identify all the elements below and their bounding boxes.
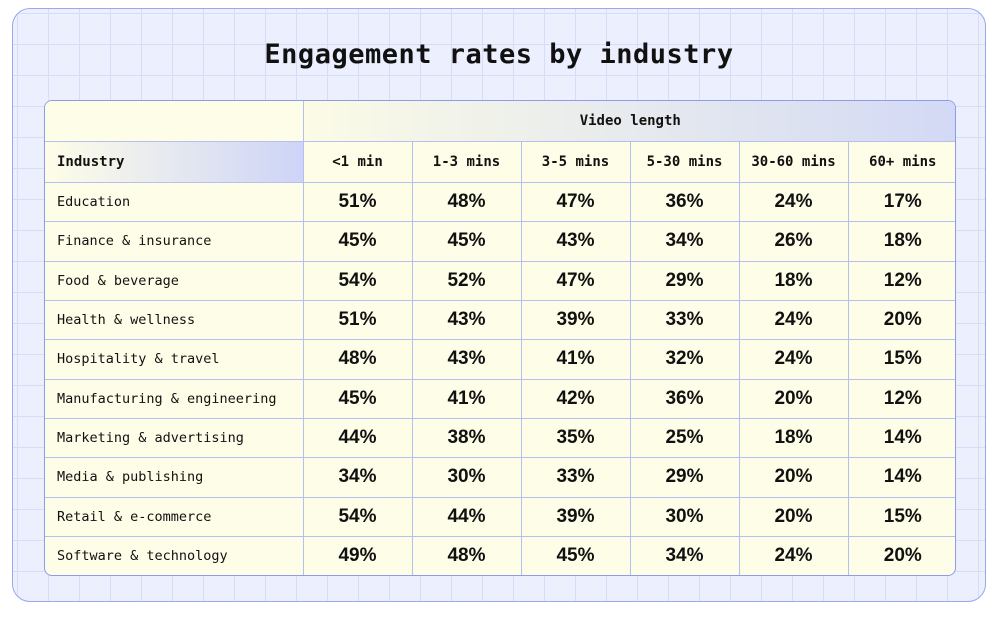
table-row: Food & beverage 54% 52% 47% 29% 18% 12% bbox=[45, 260, 955, 301]
value-cell: 41% bbox=[520, 339, 631, 380]
value-cell: 25% bbox=[629, 417, 740, 459]
value-cell: 45% bbox=[520, 535, 631, 575]
column-header: 30-60 mins bbox=[738, 141, 849, 183]
value-cell: 51% bbox=[302, 181, 413, 223]
value-cell: 14% bbox=[847, 457, 955, 498]
value-cell: 24% bbox=[738, 339, 849, 380]
column-header: 1-3 mins bbox=[411, 141, 522, 183]
value-cell: 20% bbox=[738, 378, 849, 419]
value-cell: 17% bbox=[847, 181, 955, 223]
value-cell: 20% bbox=[847, 535, 955, 575]
value-cell: 41% bbox=[411, 378, 522, 419]
value-cell: 54% bbox=[302, 260, 413, 301]
value-cell: 33% bbox=[629, 299, 740, 341]
row-label: Finance & insurance bbox=[45, 221, 304, 262]
value-cell: 18% bbox=[738, 417, 849, 459]
data-table: Video length Industry <1 min 1-3 mins 3-5 … bbox=[45, 101, 955, 575]
row-label: Health & wellness bbox=[45, 299, 304, 341]
table-row: Finance & insurance 45% 45% 43% 34% 26% 18% bbox=[45, 221, 955, 262]
value-cell: 29% bbox=[629, 457, 740, 498]
table-row: Hospitality & travel 48% 43% 41% 32% 24% 15% bbox=[45, 339, 955, 380]
chart-title: Engagement rates by industry bbox=[264, 39, 734, 70]
value-cell: 14% bbox=[847, 417, 955, 459]
table-row: Software & technology 49% 48% 45% 34% 24% 20% bbox=[45, 535, 955, 575]
column-header: 60+ mins bbox=[847, 141, 955, 183]
value-cell: 34% bbox=[629, 221, 740, 262]
value-cell: 47% bbox=[520, 260, 631, 301]
row-label: Food & beverage bbox=[45, 260, 304, 301]
value-cell: 52% bbox=[411, 260, 522, 301]
value-cell: 44% bbox=[302, 417, 413, 459]
column-header: 3-5 mins bbox=[520, 141, 631, 183]
row-label: Education bbox=[45, 181, 304, 223]
row-header-industry: Industry bbox=[45, 141, 304, 183]
value-cell: 39% bbox=[520, 299, 631, 341]
row-label: Media & publishing bbox=[45, 457, 304, 498]
value-cell: 49% bbox=[302, 535, 413, 575]
value-cell: 47% bbox=[520, 181, 631, 223]
value-cell: 29% bbox=[629, 260, 740, 301]
value-cell: 48% bbox=[411, 535, 522, 575]
table-row: Manufacturing & engineering 45% 41% 42% 36% 2… bbox=[45, 378, 955, 419]
engagement-table: Video length Industry <1 min 1-3 mins 3-5 … bbox=[44, 100, 956, 576]
value-cell: 12% bbox=[847, 378, 955, 419]
value-cell: 34% bbox=[629, 535, 740, 575]
value-cell: 51% bbox=[302, 299, 413, 341]
column-header: <1 min bbox=[302, 141, 413, 183]
value-cell: 36% bbox=[629, 181, 740, 223]
value-cell: 20% bbox=[738, 496, 849, 537]
value-cell: 20% bbox=[847, 299, 955, 341]
value-cell: 26% bbox=[738, 221, 849, 262]
value-cell: 20% bbox=[738, 457, 849, 498]
corner-cell bbox=[45, 101, 304, 142]
value-cell: 30% bbox=[411, 457, 522, 498]
table-row: Health & wellness 51% 43% 39% 33% 24% 20% bbox=[45, 299, 955, 341]
value-cell: 39% bbox=[520, 496, 631, 537]
column-header: 5-30 mins bbox=[629, 141, 740, 183]
row-label: Software & technology bbox=[45, 535, 304, 575]
value-cell: 18% bbox=[847, 221, 955, 262]
value-cell: 33% bbox=[520, 457, 631, 498]
value-cell: 45% bbox=[302, 221, 413, 262]
table-row: Media & publishing 34% 30% 33% 29% 20% 14% bbox=[45, 457, 955, 498]
value-cell: 32% bbox=[629, 339, 740, 380]
table-row: Marketing & advertising 44% 38% 35% 25% 18% 14… bbox=[45, 417, 955, 459]
table-row: Education 51% 48% 47% 36% 24% 17% bbox=[45, 181, 955, 223]
value-cell: 48% bbox=[411, 181, 522, 223]
value-cell: 44% bbox=[411, 496, 522, 537]
value-cell: 43% bbox=[411, 339, 522, 380]
value-cell: 35% bbox=[520, 417, 631, 459]
row-label: Marketing & advertising bbox=[45, 417, 304, 459]
row-label: Hospitality & travel bbox=[45, 339, 304, 380]
value-cell: 36% bbox=[629, 378, 740, 419]
value-cell: 43% bbox=[520, 221, 631, 262]
value-cell: 45% bbox=[302, 378, 413, 419]
value-cell: 18% bbox=[738, 260, 849, 301]
value-cell: 34% bbox=[302, 457, 413, 498]
value-cell: 54% bbox=[302, 496, 413, 537]
value-cell: 42% bbox=[520, 378, 631, 419]
value-cell: 24% bbox=[738, 535, 849, 575]
value-cell: 48% bbox=[302, 339, 413, 380]
value-cell: 43% bbox=[411, 299, 522, 341]
value-cell: 15% bbox=[847, 496, 955, 537]
table-row: Retail & e-commerce 54% 44% 39% 30% 20% 15% bbox=[45, 496, 955, 537]
row-label: Manufacturing & engineering bbox=[45, 378, 304, 419]
value-cell: 24% bbox=[738, 299, 849, 341]
value-cell: 24% bbox=[738, 181, 849, 223]
value-cell: 12% bbox=[847, 260, 955, 301]
value-cell: 38% bbox=[411, 417, 522, 459]
group-header-video-length: Video length bbox=[302, 101, 955, 142]
value-cell: 15% bbox=[847, 339, 955, 380]
value-cell: 45% bbox=[411, 221, 522, 262]
row-label: Retail & e-commerce bbox=[45, 496, 304, 537]
value-cell: 30% bbox=[629, 496, 740, 537]
